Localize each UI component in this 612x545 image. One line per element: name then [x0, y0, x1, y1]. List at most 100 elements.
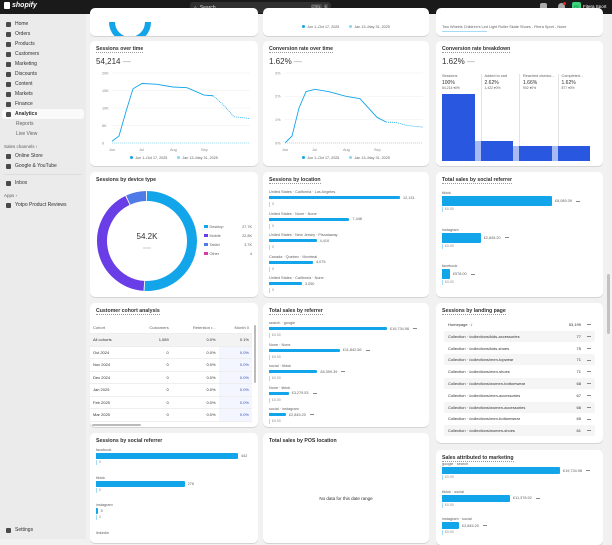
bar-row[interactable]: google · search£19,734.98£0.00 [442, 462, 597, 480]
bar-row[interactable]: social · tiktok£8,099.39£0.00 [269, 364, 423, 381]
column-header[interactable]: Retention r... [172, 321, 219, 334]
shopify-logo[interactable]: shopify [4, 2, 37, 9]
device-donut-chart [92, 186, 202, 296]
sidebar-channel[interactable]: Online Store [2, 151, 84, 161]
sidebar-subitem-reports[interactable]: Reports [2, 119, 84, 129]
sessions-by-location-card[interactable]: Sessions by location United States · Cal… [263, 172, 429, 297]
sidebar-item-home[interactable]: Home [2, 19, 84, 29]
marketing-sales-card[interactable]: Sales attributed to marketing google · s… [436, 450, 603, 545]
sidebar-item-discounts[interactable]: Discounts [2, 69, 84, 79]
column-header[interactable]: Cohort [90, 321, 130, 334]
sales-channels-header[interactable]: Sales channels › [0, 142, 86, 151]
landing-page-row[interactable]: Collection · /collections/kids-accessori… [444, 331, 595, 342]
bar-row[interactable]: United States · California · Los Angeles… [269, 190, 423, 207]
conversion-breakdown-card[interactable]: Conversion rate breakdown 1.62% — Sessio… [436, 41, 603, 166]
card-title[interactable]: Sessions by location [269, 177, 321, 184]
bar-row[interactable]: facebook£578.00£0.00 [442, 264, 597, 285]
apps-header[interactable]: Apps › [0, 191, 86, 200]
sidebar-app[interactable]: Yotpo Product Reviews [2, 200, 84, 210]
sidebar-item-marketing[interactable]: Marketing [2, 59, 84, 69]
card-title[interactable]: Sessions over time [96, 46, 143, 53]
sidebar-item-analytics[interactable]: Analytics [2, 109, 84, 119]
page-scrollbar[interactable] [606, 14, 612, 539]
bar-row[interactable]: None · tiktok£3,279.53£0.00 [269, 386, 423, 403]
landing-page-row[interactable]: Collection · /collections/women-accessor… [444, 402, 595, 413]
x-tick-label: Aug [170, 148, 177, 152]
bar-row[interactable]: linkedin [96, 531, 252, 536]
bar-row[interactable]: instagram£2,845.20£0.00 [442, 228, 597, 249]
product-card-partial: Two Wheels Children's Led Light Roller S… [436, 8, 603, 36]
sidebar-item-products[interactable]: Products [2, 39, 84, 49]
bar-row[interactable]: social · instagram£2,845.20£0.00 [269, 407, 423, 424]
bar-row[interactable]: None · None£11,842.56£0.00 [269, 343, 423, 360]
products-icon [6, 42, 11, 47]
card-title[interactable]: Conversion rate breakdown [442, 46, 510, 53]
landing-page-row[interactable]: Collection · /collections/men-accessorie… [444, 390, 595, 401]
referrer-sales-card[interactable]: Total sales by referrer search · google£… [263, 303, 429, 427]
sidebar-item-finance[interactable]: Finance [2, 99, 84, 109]
sidebar-item-settings[interactable]: Settings [2, 525, 33, 535]
pos-sales-card[interactable]: Total sales by POS location No data for … [263, 433, 429, 543]
card-title[interactable]: Total sales by referrer [269, 308, 323, 315]
card-title[interactable]: Total sales by social referrer [442, 177, 512, 184]
legend-current: Jun 1–Oct 17, 2025 [302, 156, 339, 160]
social-sales-card[interactable]: Total sales by social referrer tiktok£8,… [436, 172, 603, 297]
card-title[interactable]: Sales attributed to marketing [442, 455, 514, 462]
stage-count: 902 ▾0% [523, 86, 558, 90]
bar-value: £11,378.92 [513, 496, 532, 500]
card-title[interactable]: Conversion rate over time [269, 46, 333, 53]
card-title[interactable]: Customer cohort analysis [96, 308, 160, 315]
sidebar-item-orders[interactable]: Orders [2, 29, 84, 39]
sidebar-item-markets[interactable]: Markets [2, 89, 84, 99]
donut-slice-desktop[interactable] [145, 196, 192, 286]
donut-slice-tablet[interactable] [128, 196, 146, 200]
scrollbar-thumb[interactable] [607, 274, 610, 334]
landing-page-row[interactable]: Collection · /collections/men-bottomwear… [444, 413, 595, 424]
sidebar-channel[interactable]: Google & YouTube [2, 161, 84, 171]
bar-row[interactable]: instagram · social£2,845.20£0.00 [442, 517, 597, 535]
landing-page-row[interactable]: Collection · /collections/women-bottomwe… [444, 378, 595, 389]
bar-row[interactable]: search · google£19,734.98£0.00 [269, 321, 423, 338]
sidebar-item-content[interactable]: Content [2, 79, 84, 89]
sidebar-item-inbox[interactable]: Inbox [2, 178, 84, 188]
landing-page-card[interactable]: Sessions by landing page Homepage · /53,… [436, 303, 603, 443]
comparison-value: 0 [269, 288, 423, 293]
bar-row[interactable]: tiktok · social£11,378.92£0.00 [442, 490, 597, 508]
donut-slice-mobile[interactable] [102, 200, 144, 285]
sidebar-item-customers[interactable]: Customers [2, 49, 84, 59]
column-header[interactable]: Month 0 [219, 321, 252, 334]
table-horizontal-scrollbar[interactable] [92, 424, 141, 426]
column-header[interactable]: Customers [130, 321, 171, 334]
sidebar-subitem-live-view[interactable]: Live View [2, 129, 84, 139]
bar-row[interactable]: tiktok£8,089.39£0.00 [442, 191, 597, 212]
conversion-over-time-card[interactable]: Conversion rate over time 1.62% — 3%2%1%… [263, 41, 429, 166]
customers-icon [6, 52, 11, 57]
landing-page-row[interactable]: Homepage · /53,199 [444, 319, 595, 330]
table-vertical-scrollbar[interactable] [254, 325, 256, 383]
card-title[interactable]: Sessions by landing page [442, 308, 506, 315]
